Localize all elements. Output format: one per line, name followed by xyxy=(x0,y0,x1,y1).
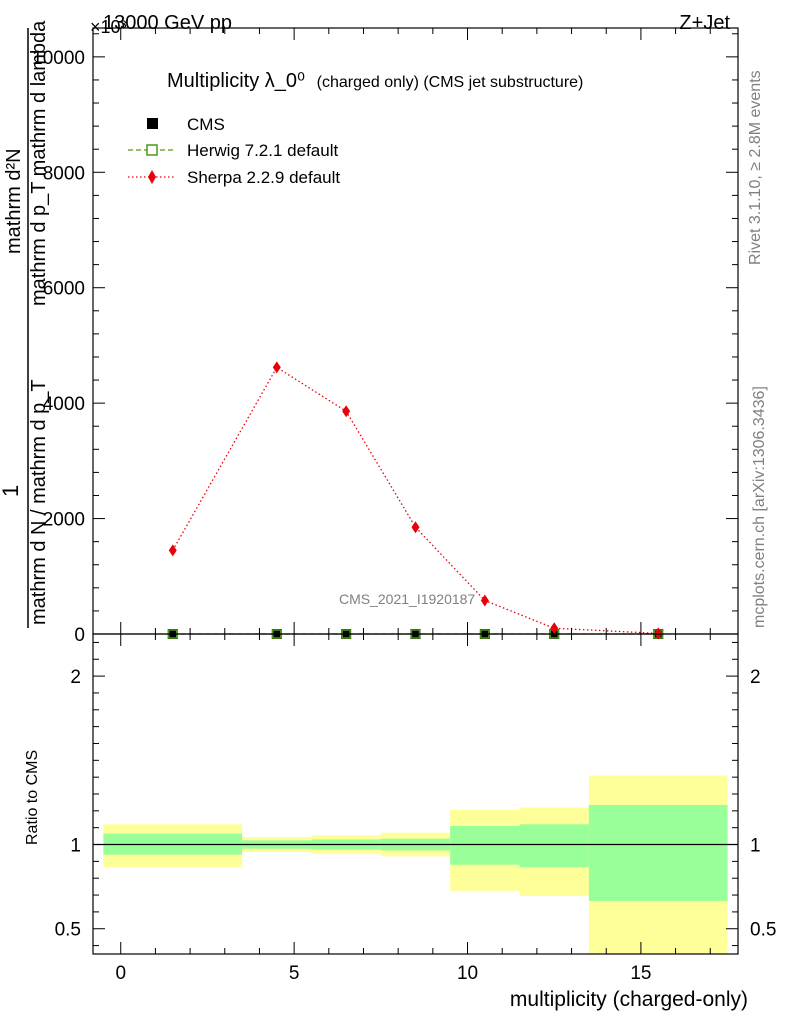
legend-herwig-label: Herwig 7.2.1 default xyxy=(187,141,338,160)
ratio-x-tick-label: 15 xyxy=(630,963,651,984)
ylabel-numerator: mathrm d²N xyxy=(3,148,25,254)
ratio-ylabel: Ratio to CMS xyxy=(24,750,41,845)
ratio-x-tick-label: 0 xyxy=(115,963,126,984)
ratio-y-tick-label-right: 0.5 xyxy=(750,920,776,941)
plot-title: Multiplicity λ_0⁰ (charged only) (CMS je… xyxy=(167,70,583,92)
main-y-tick-label: 0 xyxy=(74,625,85,646)
legend-sherpa-label: Sherpa 2.2.9 default xyxy=(187,168,340,187)
ratio-y-tick-label-left: 1 xyxy=(70,836,81,857)
axes: 0 2000 4000 6000 8000 10000 0 5 10 15 0.5 0.5 1 1 2 2 xyxy=(32,28,776,984)
sherpa-point-5 xyxy=(550,622,559,635)
x-axis-label: multiplicity (charged-only) xyxy=(510,988,748,1011)
ratio-x-tick-label: 10 xyxy=(457,963,478,984)
mcplots-label: mcplots.cern.ch [arXiv:1306.3436] xyxy=(751,386,768,628)
sherpa-point-0 xyxy=(168,544,177,557)
analysis-watermark: CMS_2021_I1920187 xyxy=(339,591,475,607)
sherpa-point-3 xyxy=(411,521,420,534)
ratio-y-tick-label-left: 2 xyxy=(70,667,81,688)
process-label: Z+Jet xyxy=(679,12,730,34)
ylabel-denominator: mathrm d p_T mathrm d lambda xyxy=(28,20,50,306)
plot-title-main: Multiplicity λ_0⁰ xyxy=(167,70,305,92)
ratio-bands xyxy=(103,775,728,954)
main-y-tick-label: 2000 xyxy=(43,510,85,531)
main-y-tick-label: 10000 xyxy=(32,48,85,69)
exponent-label: ×10³ xyxy=(90,17,127,37)
legend-cms-marker xyxy=(147,118,158,129)
legend-herwig-marker xyxy=(146,144,158,156)
plot-title-suffix: (charged only) (CMS jet substructure) xyxy=(317,74,584,91)
main-y-tick-label: 8000 xyxy=(43,163,85,184)
main-y-tick-label: 6000 xyxy=(43,279,85,300)
legend-sherpa-marker xyxy=(148,170,156,184)
ratio-inner-band-4 xyxy=(450,826,520,865)
sherpa-point-4 xyxy=(480,594,489,607)
legend: CMS Herwig 7.2.1 default Sherpa 2.2.9 de… xyxy=(128,115,340,187)
rivet-label: Rivet 3.1.10, ≥ 2.8M events xyxy=(747,70,764,265)
ratio-y-tick-label-left: 0.5 xyxy=(55,920,81,941)
ratio-inner-band-6 xyxy=(588,804,728,901)
main-y-tick-label: 4000 xyxy=(43,394,85,415)
legend-cms-label: CMS xyxy=(187,115,225,134)
ylabel-left: mathrm d N / mathrm d p_T xyxy=(28,379,50,625)
ratio-y-tick-label-right: 1 xyxy=(750,836,761,857)
sherpa-point-2 xyxy=(342,405,351,418)
sherpa-point-1 xyxy=(272,361,281,374)
ratio-inner-band-5 xyxy=(519,824,589,868)
ratio-x-tick-label: 5 xyxy=(289,963,300,984)
ylabel-top: 1 xyxy=(0,485,23,497)
ratio-y-tick-label-right: 2 xyxy=(750,667,761,688)
